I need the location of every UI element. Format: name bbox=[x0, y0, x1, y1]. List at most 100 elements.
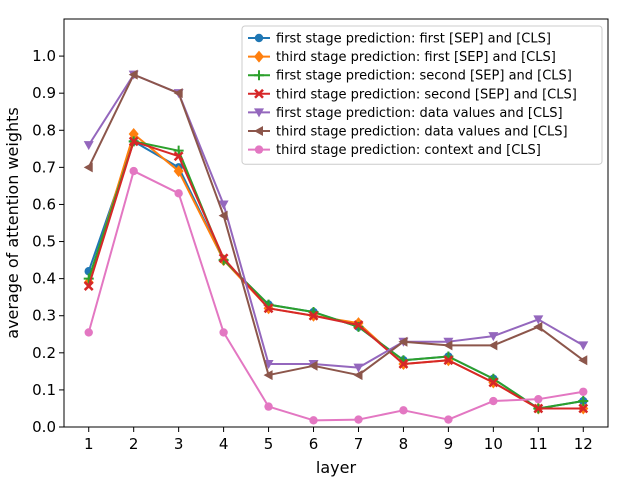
data-point bbox=[218, 200, 229, 210]
legend-item: first stage prediction: second [SEP] and… bbox=[248, 69, 572, 84]
x-tick-label: 12 bbox=[574, 435, 593, 453]
series-line bbox=[87, 140, 584, 410]
data-point bbox=[219, 328, 228, 337]
y-axis-title: average of attention weights bbox=[3, 107, 22, 338]
data-point bbox=[174, 189, 183, 198]
legend-marker bbox=[254, 70, 264, 81]
y-tick-label: 0.2 bbox=[32, 344, 56, 362]
data-point bbox=[443, 340, 453, 351]
plot-frame bbox=[63, 18, 609, 428]
data-point bbox=[218, 253, 229, 264]
legend-label: first stage prediction: first [SEP] and … bbox=[276, 32, 551, 47]
data-point bbox=[579, 387, 588, 396]
data-point bbox=[488, 377, 499, 388]
legend-label: third stage prediction: second [SEP] and… bbox=[276, 87, 577, 102]
series-6 bbox=[83, 69, 588, 381]
data-point bbox=[308, 360, 318, 371]
y-tick-label: 0.3 bbox=[32, 307, 56, 325]
data-point bbox=[218, 210, 228, 221]
data-point bbox=[263, 303, 274, 314]
legend-label: third stage prediction: first [SEP] and … bbox=[276, 50, 556, 65]
x-tick-label: 11 bbox=[529, 435, 548, 453]
data-point bbox=[173, 145, 184, 156]
data-point bbox=[578, 403, 589, 414]
x-tick-label: 7 bbox=[354, 435, 364, 453]
data-point bbox=[83, 281, 94, 291]
legend-item: first stage prediction: data values and … bbox=[248, 106, 563, 121]
legend: first stage prediction: first [SEP] and … bbox=[241, 25, 603, 165]
data-point bbox=[353, 363, 364, 373]
y-axis: 0.0 0.1 0.2 0.3 0.4 0.5 0.6 0.7 0.8 0.9 1.0 bbox=[32, 47, 64, 436]
legend-marker bbox=[254, 145, 264, 154]
data-point bbox=[398, 336, 408, 347]
data-point bbox=[489, 396, 498, 406]
series-7 bbox=[84, 166, 588, 425]
y-tick-label: 1.0 bbox=[32, 47, 56, 65]
data-point bbox=[353, 320, 364, 330]
data-point bbox=[578, 396, 589, 407]
x-tick-label: 9 bbox=[444, 435, 454, 453]
data-point bbox=[129, 166, 138, 176]
data-point bbox=[83, 141, 94, 151]
legend-marker bbox=[254, 126, 263, 136]
data-point bbox=[353, 370, 363, 381]
data-point bbox=[128, 136, 139, 147]
data-point bbox=[398, 359, 409, 369]
data-point bbox=[534, 394, 543, 404]
y-tick-label: 0.5 bbox=[32, 233, 56, 251]
x-tick-label: 6 bbox=[309, 435, 319, 453]
data-point bbox=[443, 355, 454, 366]
x-tick-label: 3 bbox=[174, 435, 184, 453]
data-point bbox=[173, 165, 184, 178]
legend-marker bbox=[254, 50, 264, 63]
data-point bbox=[354, 415, 363, 424]
legend-box bbox=[241, 25, 603, 165]
y-tick-label: 0.6 bbox=[32, 195, 56, 213]
legend-marker bbox=[254, 33, 264, 43]
legend-label: first stage prediction: data values and … bbox=[276, 106, 563, 121]
x-tick-label: 1 bbox=[84, 435, 94, 453]
legend-item: third stage prediction: first [SEP] and … bbox=[248, 50, 556, 65]
data-point bbox=[533, 315, 544, 325]
series-line bbox=[87, 170, 584, 422]
data-point bbox=[308, 310, 319, 321]
data-point bbox=[173, 151, 184, 162]
series-4 bbox=[83, 136, 589, 414]
x-tick-label: 8 bbox=[399, 435, 409, 453]
data-point bbox=[533, 403, 544, 414]
data-point bbox=[444, 415, 453, 424]
data-point bbox=[488, 340, 498, 351]
x-axis: 1 2 3 4 5 6 7 8 9 10 11 12 bbox=[84, 427, 593, 453]
legend-marker bbox=[254, 88, 264, 99]
x-axis-title: layer bbox=[316, 458, 357, 477]
x-tick-label: 4 bbox=[219, 435, 229, 453]
data-point bbox=[173, 88, 183, 99]
data-point bbox=[84, 328, 93, 337]
legend-label: third stage prediction: context and [CLS… bbox=[276, 143, 541, 158]
legend-item: third stage prediction: data values and … bbox=[248, 125, 568, 140]
legend-item: first stage prediction: first [SEP] and … bbox=[248, 32, 551, 47]
data-point bbox=[443, 337, 454, 347]
data-point bbox=[533, 321, 543, 332]
series-layer bbox=[83, 69, 589, 425]
y-tick-label: 0.8 bbox=[32, 121, 56, 139]
legend-marker bbox=[254, 108, 264, 118]
y-tick-label: 0.4 bbox=[32, 270, 56, 288]
y-tick-label: 0.7 bbox=[32, 158, 56, 176]
legend-item: third stage prediction: second [SEP] and… bbox=[248, 87, 577, 102]
data-point bbox=[264, 402, 273, 411]
data-point bbox=[83, 162, 93, 173]
x-tick-label: 2 bbox=[129, 435, 139, 453]
data-point bbox=[263, 370, 273, 381]
y-tick-label: 0.9 bbox=[32, 84, 56, 102]
legend-item: third stage prediction: context and [CLS… bbox=[248, 143, 541, 158]
data-point bbox=[309, 416, 318, 425]
legend-label: third stage prediction: data values and … bbox=[276, 125, 568, 140]
data-point bbox=[578, 341, 589, 351]
y-tick-label: 0.0 bbox=[32, 418, 56, 436]
data-point bbox=[488, 332, 499, 342]
x-tick-label: 10 bbox=[484, 435, 503, 453]
data-point bbox=[128, 127, 139, 140]
